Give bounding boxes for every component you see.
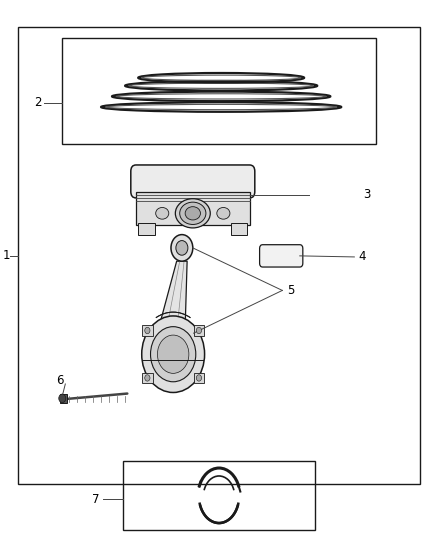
Ellipse shape: [155, 207, 169, 219]
Bar: [194, 373, 204, 383]
Circle shape: [145, 327, 150, 334]
Bar: [18, 27, 420, 484]
Circle shape: [157, 335, 189, 373]
Text: 1: 1: [3, 249, 11, 262]
Bar: [194, 325, 204, 336]
Text: 7: 7: [92, 493, 99, 506]
Bar: [123, 461, 315, 530]
FancyBboxPatch shape: [131, 165, 255, 198]
Circle shape: [142, 316, 205, 392]
Circle shape: [171, 235, 193, 261]
Text: 2: 2: [34, 96, 42, 109]
Text: 3: 3: [363, 188, 371, 201]
Polygon shape: [60, 394, 67, 403]
Text: 5: 5: [288, 284, 295, 297]
Ellipse shape: [185, 207, 201, 220]
Bar: [142, 373, 152, 383]
Text: 6: 6: [56, 374, 64, 387]
Ellipse shape: [175, 199, 210, 228]
FancyBboxPatch shape: [260, 245, 303, 267]
Circle shape: [145, 375, 150, 381]
Circle shape: [196, 327, 201, 334]
Bar: [231, 223, 247, 235]
Bar: [136, 191, 250, 225]
Text: 4: 4: [359, 251, 366, 263]
Circle shape: [151, 327, 196, 382]
Polygon shape: [161, 261, 187, 320]
Circle shape: [196, 375, 201, 381]
Ellipse shape: [217, 207, 230, 219]
Bar: [142, 325, 152, 336]
Circle shape: [59, 394, 66, 402]
Circle shape: [176, 240, 188, 255]
Bar: [62, 38, 376, 144]
Bar: [138, 223, 155, 235]
Ellipse shape: [180, 202, 206, 224]
